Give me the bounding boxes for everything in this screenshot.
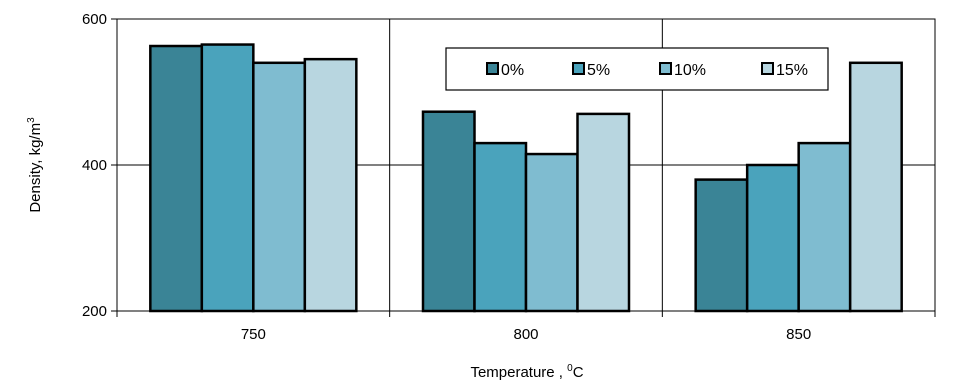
y-axis-title: Density, kg/m3 <box>26 117 44 213</box>
bar-800-0pct <box>421 110 476 313</box>
plot-frame <box>116 18 936 312</box>
bar-850-10pct <box>797 141 852 313</box>
bar-850-15pct <box>848 61 903 313</box>
bar-850-5pct <box>745 163 800 313</box>
y-tick-label: 600 <box>82 11 107 28</box>
bars <box>149 43 903 313</box>
legend-label: 10% <box>674 62 706 79</box>
bar-800-15pct <box>576 112 631 313</box>
x-tick-label: 800 <box>513 326 538 343</box>
bar-750-5pct <box>200 43 255 313</box>
bar-750-15pct <box>303 57 358 313</box>
legend-swatch <box>486 62 499 75</box>
bar-850-0pct <box>694 178 749 313</box>
legend-label: 0% <box>501 62 524 79</box>
x-axis-title: Temperature , 0C <box>470 363 583 381</box>
bar-800-10pct <box>524 152 579 313</box>
legend: 0% 5% 10% 15% <box>445 47 829 91</box>
bar-750-0pct <box>149 44 204 313</box>
legend-label: 15% <box>776 62 808 79</box>
x-tick-labels: 750 800 850 <box>241 326 811 343</box>
x-tick-label: 850 <box>786 326 811 343</box>
x-tick-label: 750 <box>241 326 266 343</box>
legend-swatch <box>761 62 774 75</box>
y-tick-label: 200 <box>82 303 107 320</box>
y-tick-label: 400 <box>82 157 107 174</box>
axes <box>111 18 936 317</box>
legend-swatch <box>659 62 672 75</box>
legend-label: 5% <box>587 62 610 79</box>
legend-swatch <box>572 62 585 75</box>
bar-750-10pct <box>252 61 307 313</box>
y-tick-labels: 200 400 600 <box>82 11 107 320</box>
bar-800-5pct <box>473 141 528 313</box>
